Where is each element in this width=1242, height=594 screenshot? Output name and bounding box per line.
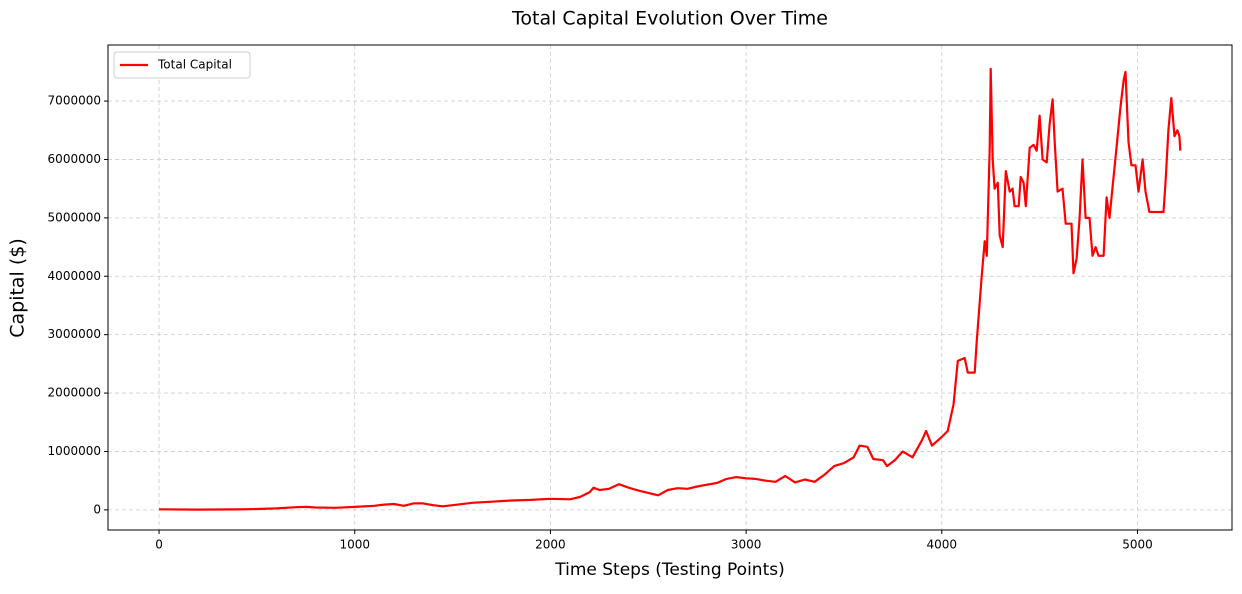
- y-tick-label: 4000000: [48, 269, 101, 283]
- x-tick-label: 2000: [535, 538, 566, 552]
- chart-title: Total Capital Evolution Over Time: [511, 8, 828, 30]
- y-tick-label: 5000000: [48, 210, 101, 224]
- y-axis-label: Capital ($): [7, 238, 29, 338]
- y-tick-label: 7000000: [48, 94, 101, 108]
- x-tick-label: 1000: [339, 538, 370, 552]
- legend-box: [113, 51, 251, 79]
- x-tick-label: 5000: [1122, 538, 1153, 552]
- y-tick-label: 1000000: [48, 444, 101, 458]
- y-tick-label: 6000000: [48, 152, 101, 166]
- legend-label: Total Capital: [157, 58, 232, 72]
- y-tick-label: 0: [93, 502, 101, 516]
- x-tick-label: 4000: [927, 538, 958, 552]
- x-tick-label: 3000: [731, 538, 762, 552]
- plot-frame: [107, 44, 1233, 531]
- line-series: [159, 67, 1182, 511]
- x-tick-label: 0: [155, 538, 163, 552]
- y-tick-label: 2000000: [48, 386, 101, 400]
- x-axis-label: Time Steps (Testing Points): [554, 560, 784, 580]
- y-tick-label: 3000000: [48, 327, 101, 341]
